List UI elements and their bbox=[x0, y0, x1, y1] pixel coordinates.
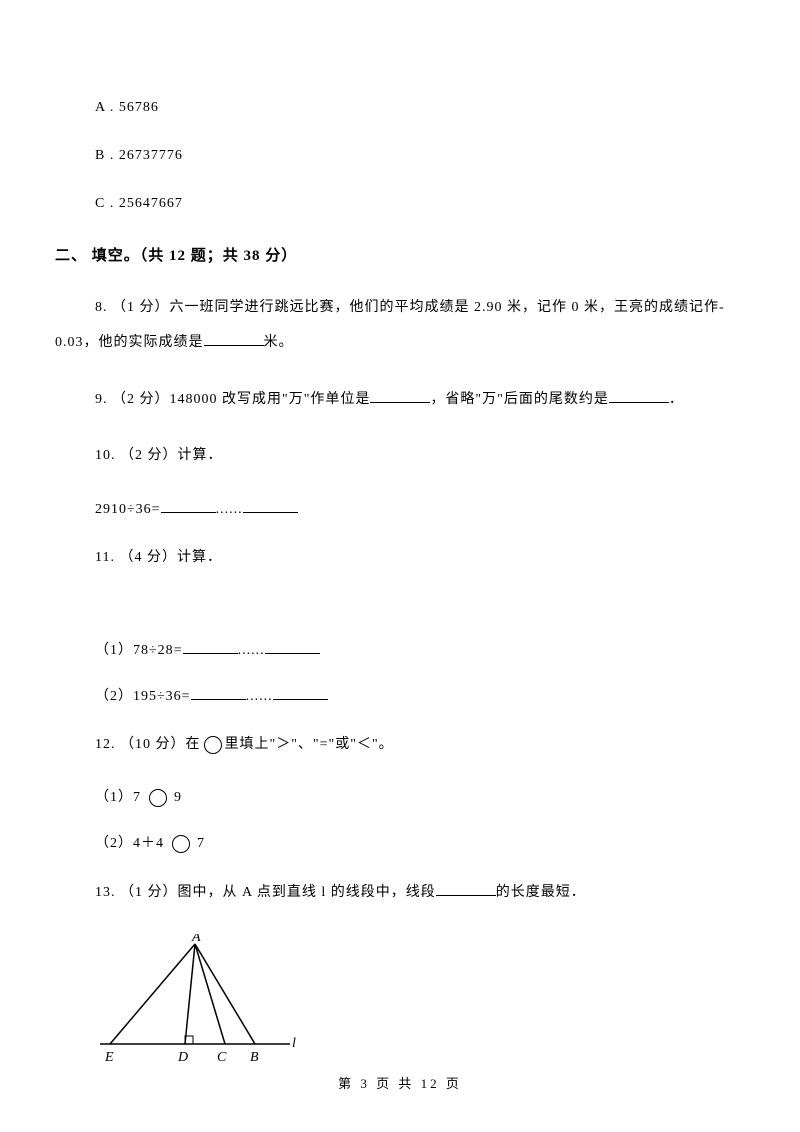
option-a: A . 56786 bbox=[55, 100, 745, 116]
triangle-diagram: A E D C B l bbox=[55, 934, 745, 1074]
question-12-title: 12. （10 分）在 里填上"＞"、"="或"＜"。 bbox=[55, 730, 745, 761]
q11-sub2-blank1[interactable] bbox=[191, 684, 246, 700]
q8-text-line2-after: 米。 bbox=[264, 335, 294, 350]
q13-after: 的长度最短． bbox=[496, 885, 586, 900]
page-footer: 第 3 页 共 12 页 bbox=[0, 1073, 800, 1092]
question-11-sub1: （1）78÷28=...... bbox=[55, 638, 745, 659]
q11-sub1-blank1[interactable] bbox=[183, 638, 238, 654]
q9-middle: ，省略"万"后面的尾数约是 bbox=[430, 392, 608, 407]
label-l: l bbox=[292, 1036, 296, 1051]
q11-sub2-dots: ...... bbox=[246, 689, 273, 704]
question-8: 8. （1 分）六一班同学进行跳远比赛，他们的平均成绩是 2.90 米，记作 0… bbox=[55, 290, 745, 360]
q10-dots: ...... bbox=[216, 502, 243, 517]
q9-before: 9. （2 分）148000 改写成用"万"作单位是 bbox=[95, 392, 370, 407]
q13-before: 13. （1 分）图中，从 A 点到直线 l 的线段中，线段 bbox=[95, 885, 436, 900]
q11-sub1-blank2[interactable] bbox=[265, 638, 320, 654]
q8-text-line2-before: 0.03，他的实际成绩是 bbox=[55, 335, 204, 350]
q13-blank[interactable] bbox=[436, 880, 496, 896]
q11-sub1-before: （1）78÷28= bbox=[95, 643, 183, 658]
question-10-title: 10. （2 分）计算． bbox=[55, 441, 745, 472]
line-AE bbox=[110, 944, 195, 1044]
line-AB bbox=[195, 944, 255, 1044]
question-13: 13. （1 分）图中，从 A 点到直线 l 的线段中，线段 的长度最短． bbox=[55, 878, 745, 909]
question-12-sub2: （2）4＋4 7 bbox=[55, 832, 745, 853]
q9-blank1[interactable] bbox=[370, 387, 430, 403]
section-header: 二、 填空。（共 12 题；共 38 分） bbox=[55, 244, 745, 265]
q8-blank[interactable] bbox=[204, 330, 264, 346]
label-E: E bbox=[104, 1050, 114, 1065]
label-D: D bbox=[177, 1050, 188, 1065]
q11-sub2-blank2[interactable] bbox=[273, 684, 328, 700]
q10-expr-before: 2910÷36= bbox=[95, 502, 161, 517]
question-12-sub1: （1）7 9 bbox=[55, 786, 745, 807]
question-9: 9. （2 分）148000 改写成用"万"作单位是 ，省略"万"后面的尾数约是 ． bbox=[55, 385, 745, 416]
q12-sub2-before: （2）4＋4 bbox=[95, 836, 169, 851]
q8-text-line1: 8. （1 分）六一班同学进行跳远比赛，他们的平均成绩是 2.90 米，记作 0… bbox=[55, 300, 725, 315]
label-A: A bbox=[191, 934, 201, 945]
q9-blank2[interactable] bbox=[609, 387, 669, 403]
line-AD bbox=[185, 944, 195, 1044]
question-10-expr: 2910÷36=...... bbox=[55, 497, 745, 518]
q12-title-before: 12. （10 分）在 bbox=[95, 737, 201, 752]
circle-icon[interactable] bbox=[149, 789, 167, 807]
question-11-sub2: （2）195÷36=...... bbox=[55, 684, 745, 705]
line-AC bbox=[195, 944, 225, 1044]
q9-after: ． bbox=[669, 392, 684, 407]
label-B: B bbox=[250, 1050, 259, 1065]
q10-blank2[interactable] bbox=[243, 497, 298, 513]
q11-sub2-before: （2）195÷36= bbox=[95, 689, 191, 704]
q12-sub1-before: （1）7 bbox=[95, 790, 146, 805]
circle-icon[interactable] bbox=[172, 835, 190, 853]
circle-icon bbox=[204, 736, 222, 754]
triangle-svg: A E D C B l bbox=[95, 934, 305, 1069]
q11-sub1-dots: ...... bbox=[238, 643, 265, 658]
option-c: C . 25647667 bbox=[55, 196, 745, 212]
q10-blank1[interactable] bbox=[161, 497, 216, 513]
q12-sub2-after: 7 bbox=[193, 836, 206, 851]
question-11-title: 11. （4 分）计算． bbox=[55, 543, 745, 574]
label-C: C bbox=[217, 1050, 227, 1065]
option-b: B . 26737776 bbox=[55, 148, 745, 164]
q12-title-after: 里填上"＞"、"="或"＜"。 bbox=[225, 737, 394, 752]
q12-sub1-after: 9 bbox=[170, 790, 183, 805]
